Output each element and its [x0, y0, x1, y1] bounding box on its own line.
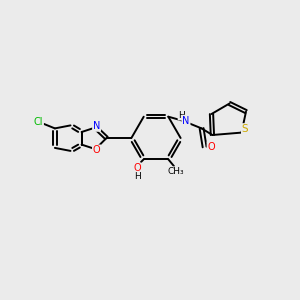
Text: CH₃: CH₃	[167, 167, 184, 176]
Text: Cl: Cl	[34, 117, 43, 127]
Text: N: N	[182, 116, 190, 126]
Text: S: S	[242, 124, 248, 134]
Text: H: H	[134, 172, 140, 181]
Text: N: N	[93, 121, 100, 131]
Text: O: O	[207, 142, 215, 152]
Text: O: O	[93, 145, 101, 155]
Text: H: H	[178, 111, 185, 120]
Text: O: O	[133, 163, 141, 173]
